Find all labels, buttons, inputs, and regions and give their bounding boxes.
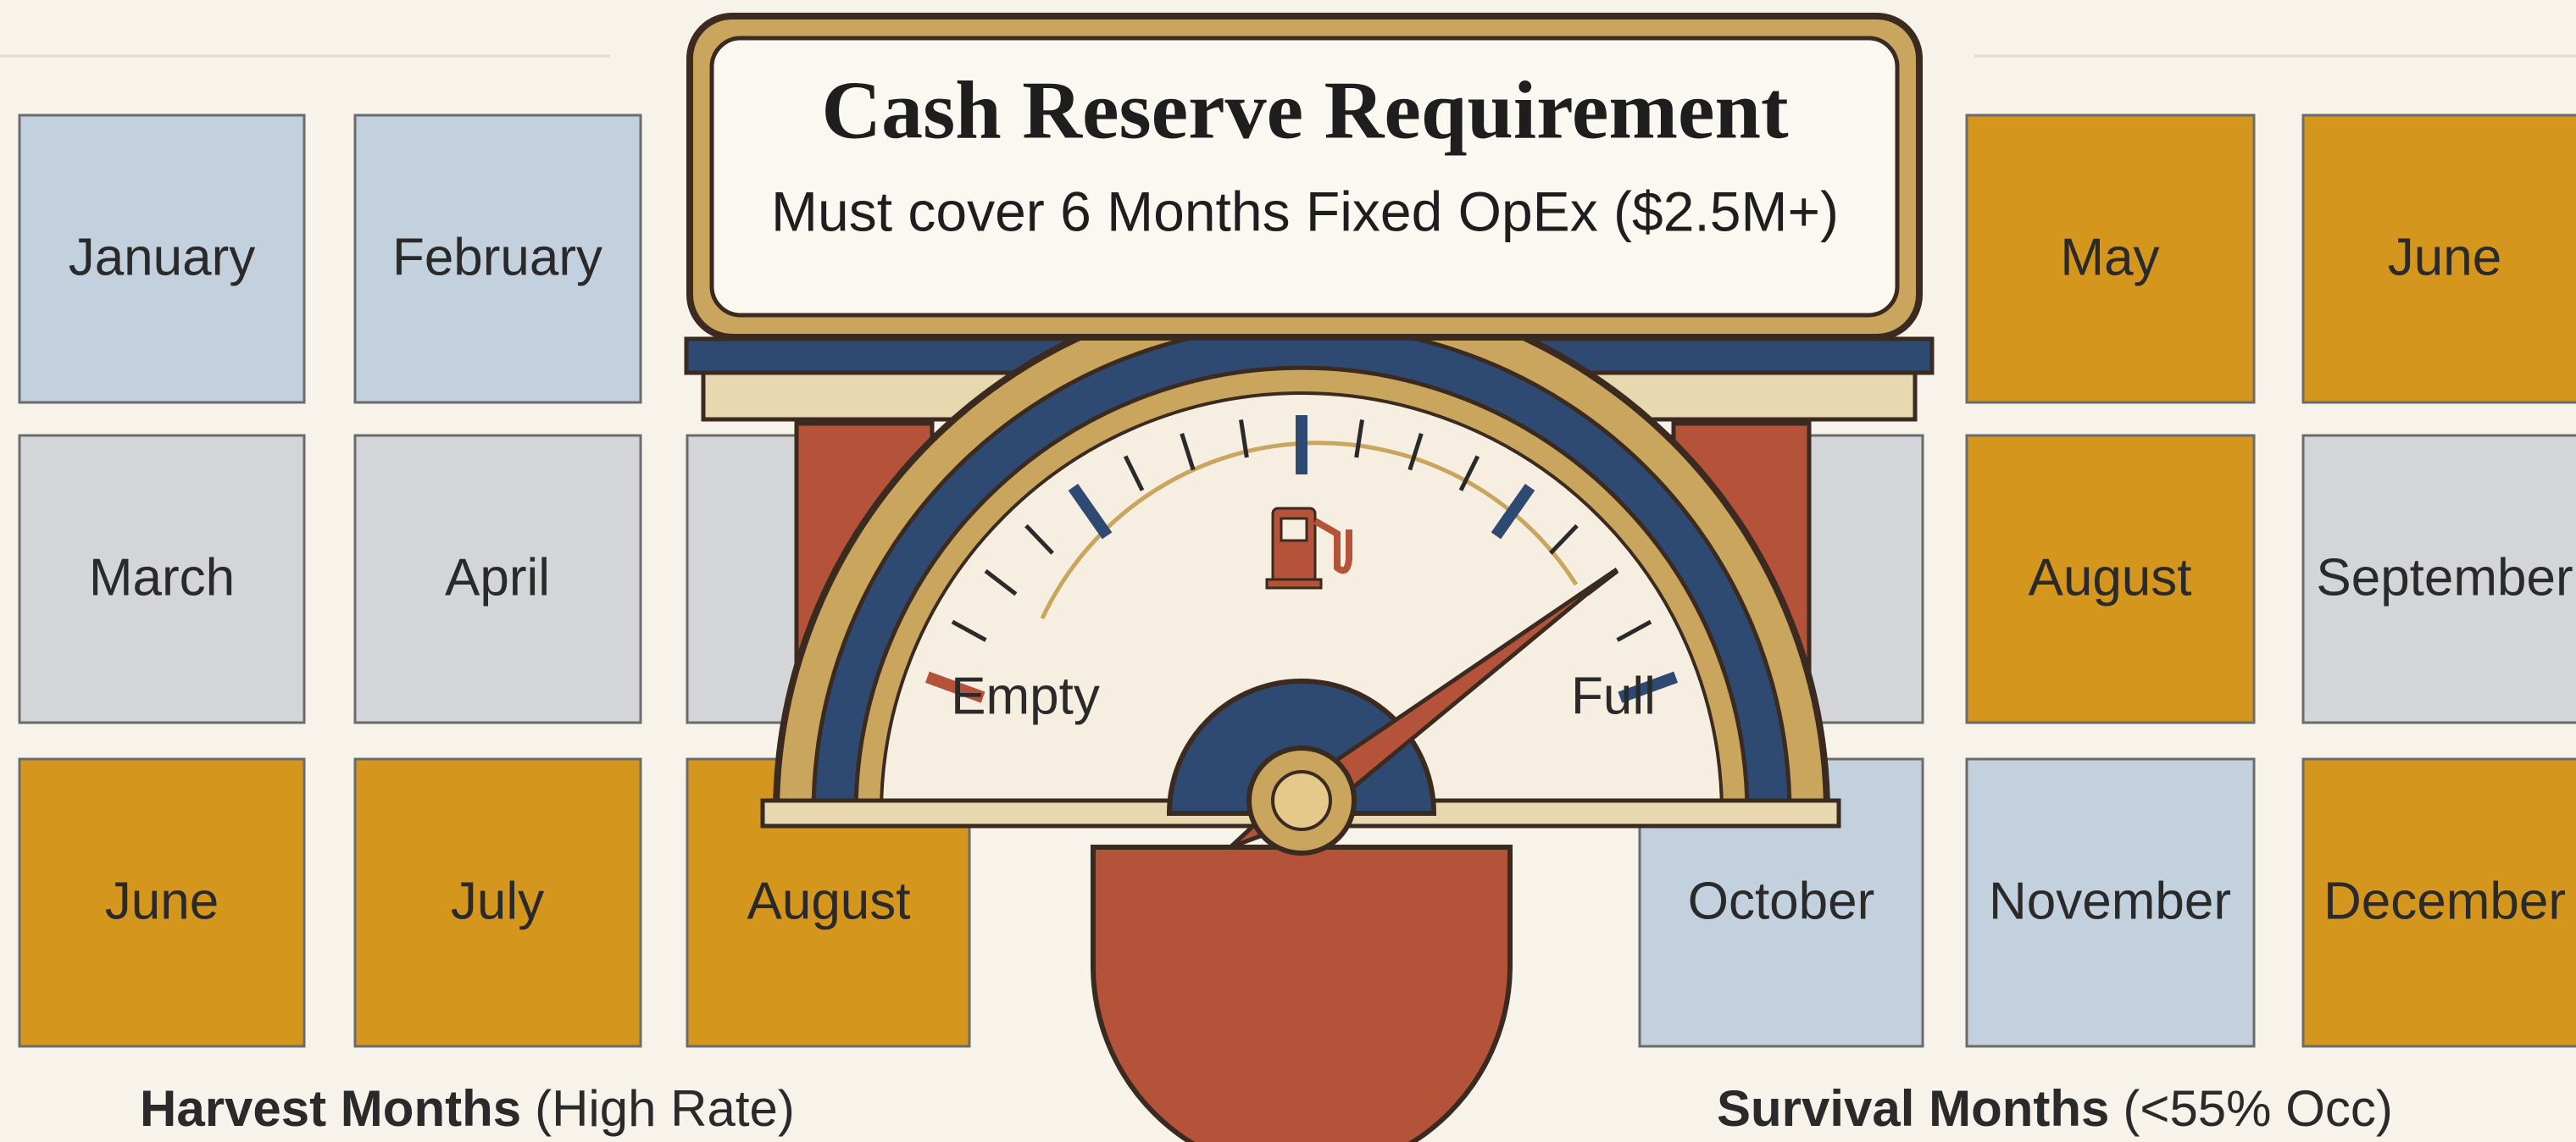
gauge-tick (1549, 524, 1579, 555)
tile (18, 114, 306, 404)
tile-label: October (1688, 872, 1875, 930)
gauge-tick (1616, 619, 1652, 642)
caption-rest: (High Rate) (535, 1080, 795, 1137)
tile (18, 434, 306, 724)
gauge-empty-label: Empty (951, 667, 1100, 725)
gauge-tick (1354, 419, 1364, 458)
gauge-tick (1491, 483, 1535, 540)
tile-label: February (392, 228, 602, 286)
tile (353, 114, 642, 404)
tile-label: August (2028, 548, 2191, 607)
tile-label: January (69, 228, 256, 286)
gauge-tick (1123, 455, 1145, 491)
gauge-ticks (924, 415, 1679, 703)
tile-label: December (2323, 872, 2566, 930)
caption: Survival Months (<55% Occ) (1717, 1080, 2393, 1137)
subtitle: Must cover 6 Months Fixed OpEx ($2.5M+) (771, 180, 1839, 242)
tile-label: July (451, 872, 544, 930)
tile (353, 757, 642, 1048)
tile (353, 434, 642, 724)
gauge-tick (1180, 433, 1196, 471)
tile-label: August (747, 872, 910, 930)
tile-label: November (1989, 872, 2231, 930)
tile-label: April (445, 548, 550, 607)
gauge-tick (984, 568, 1018, 596)
title-box (709, 36, 1900, 318)
hub-cap (1271, 770, 1332, 831)
lower-dial (1091, 845, 1513, 1142)
tile (1965, 114, 2256, 404)
fuel-icon (1265, 507, 1352, 590)
gauge-tick (1618, 671, 1679, 703)
tile (2301, 114, 2576, 404)
gauge-full-label: Full (1571, 667, 1656, 725)
gauge-tick (1239, 419, 1249, 458)
gauge-tick (1407, 433, 1424, 471)
caption: Harvest Months (High Rate) (140, 1080, 795, 1137)
gauge-tick (1024, 524, 1054, 555)
tile-label: June (105, 872, 219, 930)
tile (18, 757, 306, 1048)
tile-label: May (2060, 228, 2159, 286)
caption-bold: Harvest Months (140, 1080, 521, 1137)
caption-rest: (<55% Occ) (2123, 1080, 2392, 1137)
tile-label: September (2316, 548, 2573, 607)
caption-bold: Survival Months (1717, 1080, 2109, 1137)
tile-label: June (2388, 228, 2501, 286)
gauge-face (879, 391, 1724, 815)
gauge-tick (924, 671, 985, 703)
gauge-housing (684, 285, 1935, 1142)
tile (2301, 757, 2576, 1048)
tile (1965, 434, 2256, 724)
tile (1965, 757, 2256, 1048)
tile (2301, 434, 2576, 724)
gauge-tick (951, 619, 987, 642)
tile-label: March (89, 548, 235, 607)
gauge-tick (1458, 455, 1480, 491)
gauge-tick (1068, 483, 1113, 540)
title: Cash Reserve Requirement (821, 64, 1789, 156)
